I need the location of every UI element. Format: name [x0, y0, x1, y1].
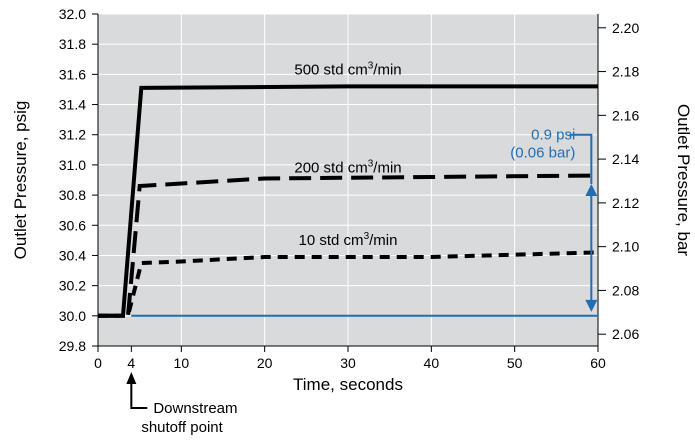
y-right-tick-label: 2.06: [612, 326, 639, 342]
plot-area: 29.8 30.0 30.2 30.4 30.6 30.8 31.0 31.2 31.4 31.6…: [59, 6, 639, 409]
pressure-diff-psi-label: 0.9 psi: [531, 127, 575, 144]
x-tick-label: 60: [590, 355, 606, 371]
y-right-tick-label: 2.10: [612, 239, 639, 255]
y-right-tick-label: 2.20: [612, 20, 639, 36]
series-label: 10 std cm3/min: [299, 231, 398, 249]
y-right-tick-label: 2.12: [612, 195, 639, 211]
y-left-tick-label: 30.8: [59, 187, 86, 203]
y-left-tick-label: 31.2: [59, 127, 86, 143]
y-right-tick-label: 2.14: [612, 151, 639, 167]
series-label: 500 std cm3/min: [294, 60, 401, 78]
series-line-10: [98, 250, 599, 318]
pressure-diff-bar-label: (0.06 bar): [510, 145, 575, 162]
y-left-tick-label: 31.0: [59, 157, 86, 173]
shutoff-label-line-1: Downstream: [153, 400, 237, 417]
y-left-tick-label: 30.0: [59, 308, 86, 324]
annotations: 0.9 psi (0.06 bar) Downstream shutoff po…: [141, 127, 575, 436]
y-left-tick-label: 31.4: [59, 97, 86, 113]
x-axis-label: Time, seconds: [293, 375, 403, 394]
y-axis-right-label: Outlet Pressure, bar: [674, 104, 693, 256]
y-left-tick-label: 31.8: [59, 36, 86, 52]
y-left-tick-label: 30.4: [59, 247, 86, 263]
shutoff-pointer-line: [130, 374, 148, 409]
y-right-tick-label: 2.08: [612, 282, 639, 298]
arrow-up-shutoff-icon: [126, 372, 137, 384]
series-label: 200 std cm3/min: [294, 158, 401, 176]
x-tick-label: 10: [174, 355, 190, 371]
y-right-tick-label: 2.18: [612, 64, 639, 80]
x-tick-label: 40: [424, 355, 440, 371]
y-left-tick-label: 32.0: [59, 6, 86, 22]
x-tick-label: 50: [507, 355, 523, 371]
arrow-down-icon: [585, 299, 598, 312]
shutoff-label-line-2: shutoff point: [141, 419, 223, 436]
y-right-tick-label: 2.16: [612, 107, 639, 123]
x-tick-label: 20: [257, 355, 273, 371]
x-tick-label: 30: [340, 355, 356, 371]
y-left-tick-label: 29.8: [59, 338, 86, 354]
y-left-tick-label: 30.6: [59, 217, 86, 233]
y-left-tick-label: 31.6: [59, 66, 86, 82]
x-tick-label: 0: [94, 355, 102, 371]
arrow-up-icon: [585, 184, 598, 196]
y-axis-left-label: Outlet Pressure, psig: [11, 101, 30, 260]
x-tick-label: 4: [127, 355, 135, 371]
pressure-diff-bracket: [569, 133, 593, 184]
series-line-200: [98, 173, 599, 318]
y-left-tick-label: 30.2: [59, 278, 86, 294]
